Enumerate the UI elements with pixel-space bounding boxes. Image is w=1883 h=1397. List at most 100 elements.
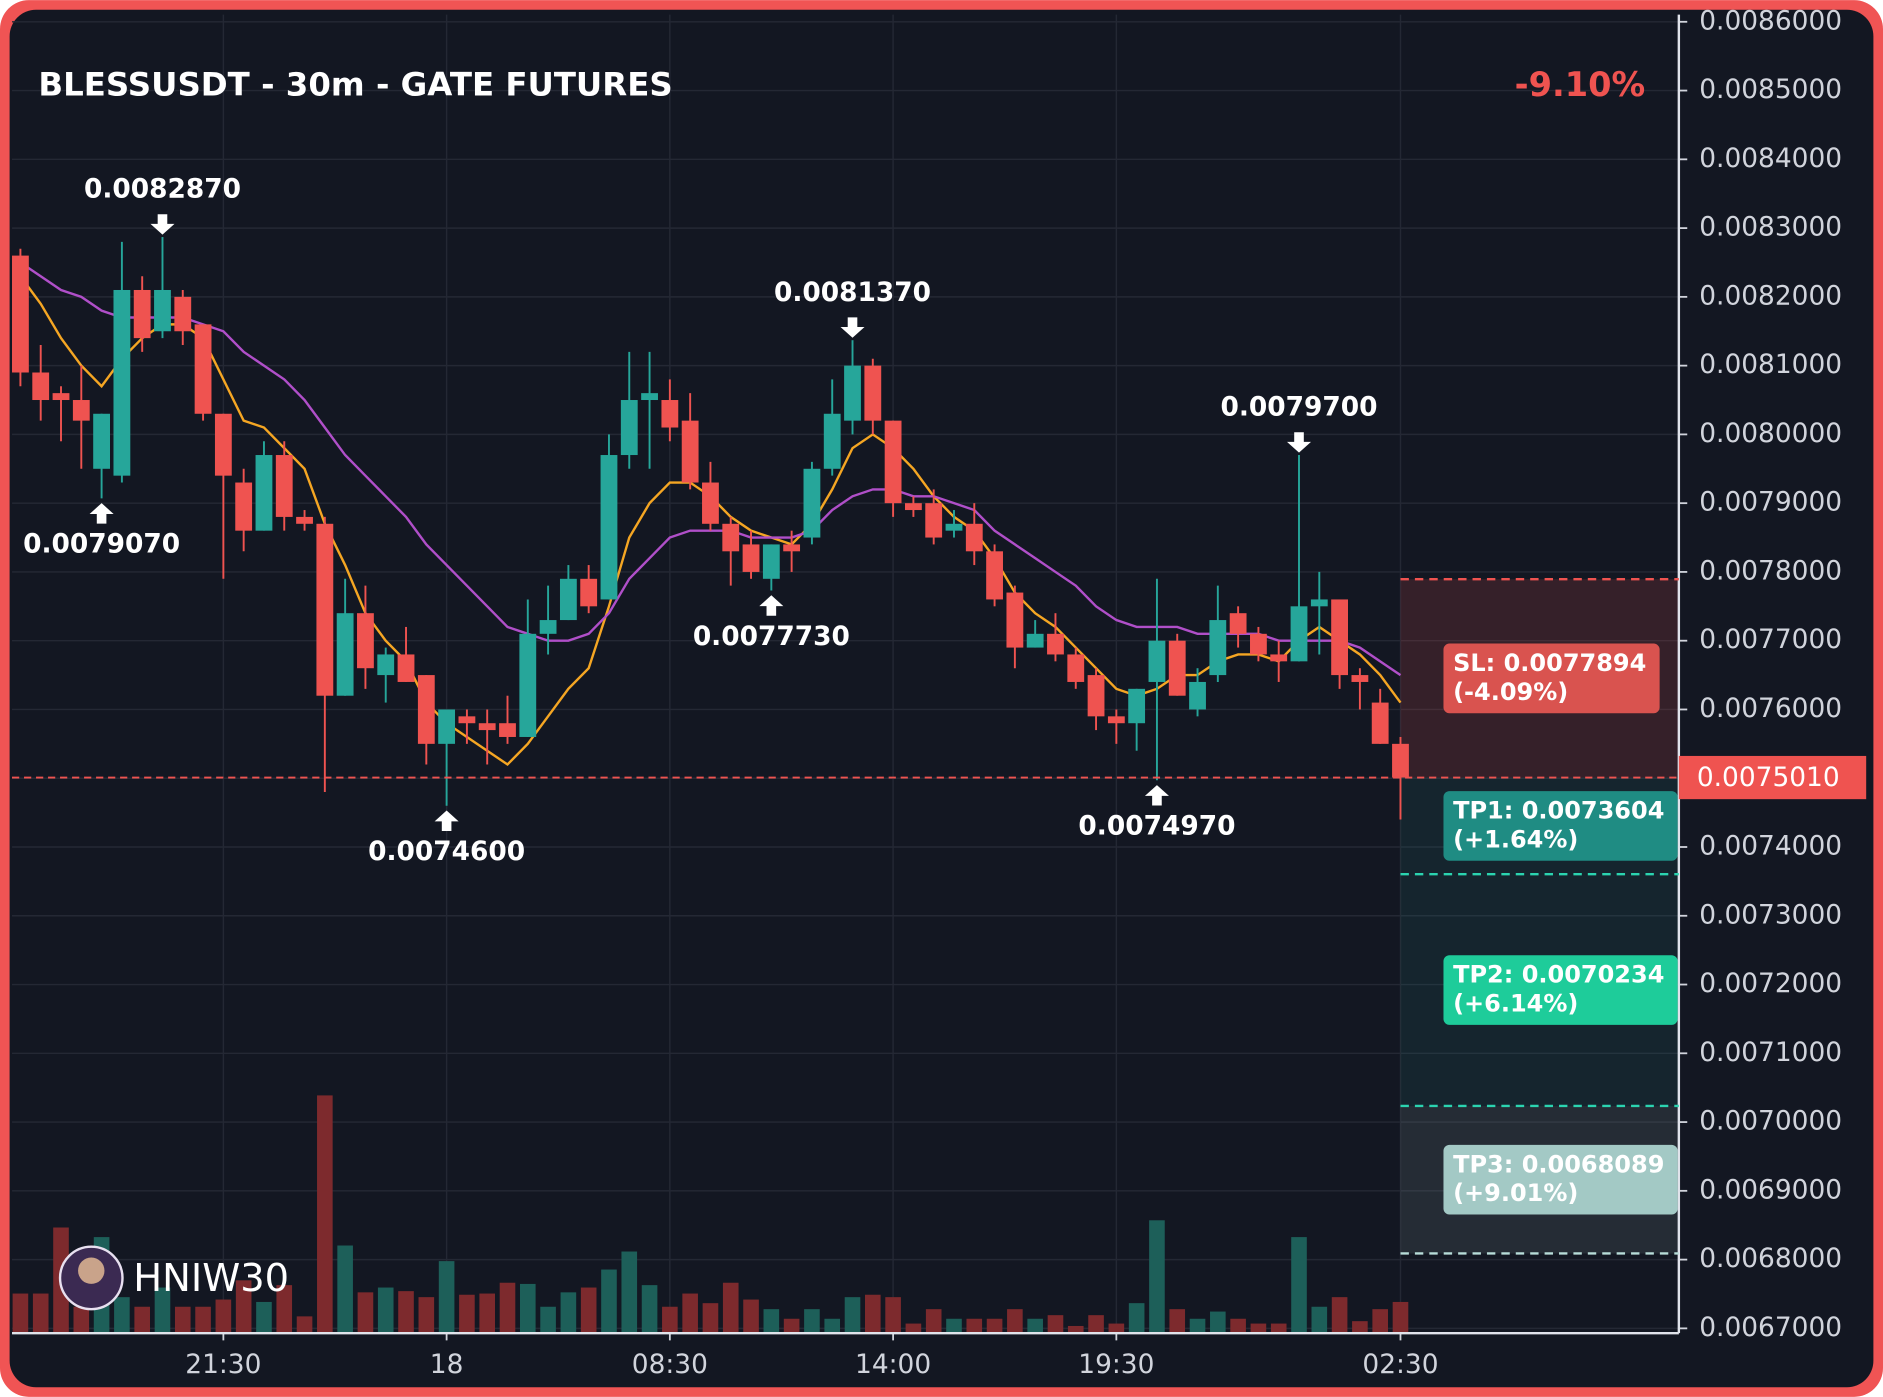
candle-body	[641, 393, 658, 401]
candle-body	[438, 709, 456, 744]
volume-bar	[743, 1299, 759, 1334]
volume-bar	[1210, 1311, 1226, 1334]
candle-body	[620, 400, 638, 456]
candle-body	[214, 413, 232, 476]
volume-bar	[966, 1318, 983, 1334]
candle-body	[844, 365, 861, 421]
candle-body	[478, 723, 496, 731]
y-tick-label: 0.0071000	[1699, 1037, 1842, 1068]
candle-body	[742, 544, 760, 572]
x-tick-label: 18	[430, 1349, 464, 1380]
y-tick-label: 0.0077000	[1699, 624, 1842, 655]
candle-body	[783, 544, 801, 552]
candle-body	[1006, 592, 1024, 648]
y-tick-label: 0.0079000	[1699, 487, 1842, 518]
volume-bar	[1250, 1323, 1267, 1334]
volume-bar	[1128, 1303, 1145, 1334]
volume-bar	[215, 1299, 232, 1334]
candle-body	[925, 503, 943, 538]
candle-body	[72, 400, 90, 421]
y-tick-label: 0.0067000	[1699, 1312, 1842, 1343]
y-tick-label: 0.0080000	[1699, 418, 1842, 449]
candle-body	[519, 633, 537, 737]
volume-bar	[195, 1306, 211, 1334]
volume-bar	[905, 1323, 922, 1334]
level-pct: (+1.64%)	[1453, 825, 1578, 853]
volume-bar	[1189, 1318, 1206, 1334]
level-label: TP1: 0.0073604	[1453, 796, 1664, 824]
volume-bar	[865, 1294, 881, 1334]
volume-bar	[1169, 1309, 1186, 1334]
volume-bar	[844, 1297, 861, 1334]
candle-body	[1047, 633, 1064, 655]
arrow-up	[1144, 785, 1169, 806]
x-tick-label: 14:00	[855, 1349, 931, 1380]
candle-body	[1392, 743, 1409, 778]
y-tick-label: 0.0073000	[1699, 899, 1842, 930]
y-tick-label: 0.0078000	[1699, 555, 1842, 586]
candle-body	[316, 523, 334, 696]
y-tick-label: 0.0070000	[1699, 1106, 1842, 1137]
candle-body	[1310, 599, 1328, 607]
annotation-label: 0.0074600	[368, 836, 525, 867]
volume-bar	[601, 1269, 617, 1334]
candle-body	[133, 289, 151, 339]
volume-bar	[641, 1285, 658, 1334]
volume-bar	[12, 1293, 29, 1334]
y-tick-label: 0.0081000	[1699, 349, 1842, 380]
level-label: TP3: 0.0068089	[1453, 1150, 1664, 1178]
candle-body	[52, 393, 70, 401]
volume-bar	[296, 1316, 313, 1334]
arrow-down	[150, 214, 175, 235]
volume-bar	[276, 1285, 293, 1334]
volume-bar	[824, 1318, 841, 1334]
candle-body	[1250, 633, 1267, 655]
y-tick-label: 0.0084000	[1699, 143, 1842, 174]
volume-bar	[722, 1282, 739, 1334]
candle-body	[1189, 681, 1206, 710]
candle-body	[1067, 654, 1085, 682]
volume-bar	[662, 1306, 678, 1334]
candle-body	[93, 413, 111, 469]
annotation-label: 0.0077730	[693, 621, 850, 652]
y-tick-label: 0.0086000	[1699, 5, 1842, 36]
annotation-label: 0.0081370	[774, 277, 931, 308]
candle-body	[580, 578, 598, 607]
candle-body	[397, 654, 415, 682]
candle-body	[113, 289, 131, 476]
volume-bar	[499, 1282, 516, 1334]
candle-body	[1270, 654, 1288, 662]
candle-body	[1128, 688, 1146, 724]
candle-body	[296, 516, 313, 524]
volume-bar	[154, 1287, 171, 1334]
y-tick-label: 0.0069000	[1699, 1174, 1842, 1205]
candle-body	[194, 324, 212, 414]
candle-body	[1331, 599, 1349, 676]
price-tag	[1678, 755, 1867, 800]
volume-bar	[1108, 1323, 1125, 1334]
x-tick-label: 08:30	[632, 1349, 708, 1380]
candle-body	[377, 654, 395, 676]
candle-body	[681, 420, 699, 483]
annotation-label: 0.0074970	[1078, 811, 1235, 842]
volume-bar	[438, 1261, 455, 1334]
volume-bar	[1311, 1306, 1328, 1334]
volume-bar	[1291, 1237, 1307, 1334]
y-tick-label: 0.0083000	[1699, 212, 1842, 243]
candle-body	[559, 578, 577, 621]
volume-bar	[32, 1293, 49, 1334]
volume-bar	[398, 1291, 414, 1334]
level-box	[1443, 791, 1678, 861]
avatar-face	[78, 1257, 105, 1284]
volume-bar	[418, 1297, 435, 1334]
arrow-up	[759, 595, 784, 616]
candle-body	[1290, 606, 1308, 662]
x-tick-label: 19:30	[1078, 1349, 1154, 1380]
candle-body	[661, 400, 679, 428]
candle-body	[600, 455, 618, 600]
y-tick-label: 0.0068000	[1699, 1243, 1842, 1274]
arrow-up	[89, 503, 114, 524]
volume-bar	[377, 1287, 394, 1334]
candle-body	[539, 620, 557, 634]
